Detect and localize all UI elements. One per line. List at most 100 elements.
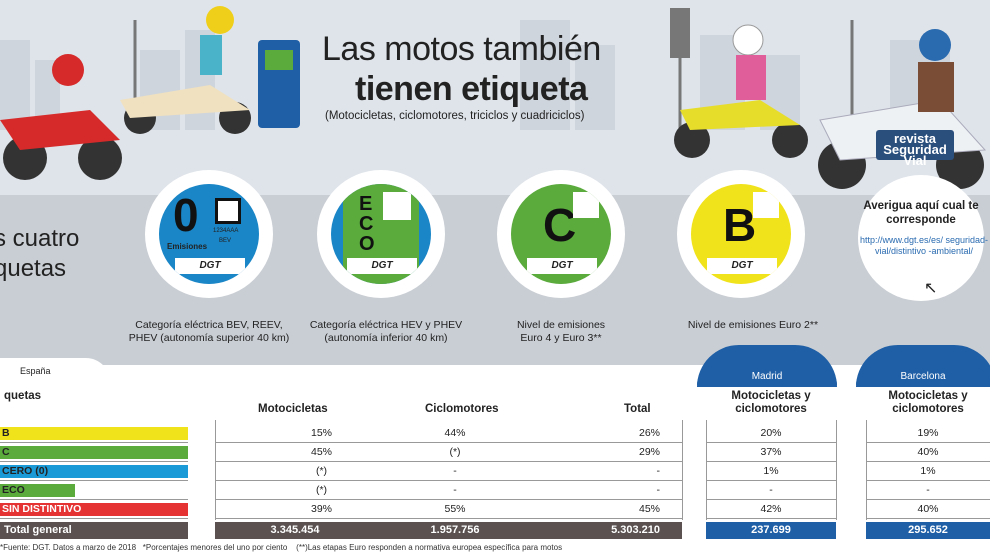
cell-ciclo: 44% (444, 427, 466, 439)
badge-zero-fuel: BEV (219, 238, 232, 244)
row-divider (215, 442, 682, 443)
barcelona-col-header: Motocicletas y ciclomotores (888, 390, 968, 415)
badge-b-letter: B (723, 199, 757, 251)
cell-total: - (656, 484, 661, 496)
section-heading-line2: quetas (0, 255, 67, 282)
row-divider (706, 518, 836, 519)
row-divider (215, 461, 682, 462)
info-title: Averigua aquí cual te corresponde (863, 200, 979, 226)
cell-moto: (*) (315, 484, 328, 496)
total-ciclo: 1.957.756 (375, 522, 535, 539)
column-border (706, 420, 707, 520)
page-title-line1: Las motos también (322, 30, 601, 68)
badge-eco-letter: ECO (359, 193, 375, 255)
city-skyline-illustration (0, 6, 987, 189)
row-divider (866, 461, 990, 462)
row-divider (0, 461, 188, 462)
qr-code-icon (215, 198, 241, 224)
row-divider (706, 499, 836, 500)
magazine-logo: revista Seguridad Vial (876, 130, 954, 167)
row-divider (706, 461, 836, 462)
cell-barcelona: 1% (920, 465, 936, 477)
row-label-bar: SIN DISTINTIVO (0, 503, 188, 516)
cell-madrid: - (769, 484, 773, 496)
cell-total: 26% (638, 427, 660, 439)
cell-ciclo: 55% (444, 503, 466, 515)
cell-madrid: 42% (760, 503, 782, 515)
badge-zero-letter: 0 (173, 189, 199, 241)
badge-zero-sub: Emisiones (167, 242, 208, 251)
total-label: Total general (0, 522, 188, 539)
col-total: Total (624, 403, 651, 415)
cell-total: - (656, 465, 661, 477)
badge-eco: ECO DGT (317, 170, 445, 298)
dgt-logo: DGT (707, 258, 777, 274)
scooter-cream-illustration (120, 6, 251, 134)
dgt-logo: DGT (175, 258, 245, 274)
page-subtitle: (Motocicletas, ciclomotores, triciclos y… (325, 110, 585, 122)
row-divider (866, 480, 990, 481)
cell-ciclo: - (453, 484, 457, 496)
total-moto: 3.345.454 (215, 522, 375, 539)
row-divider (0, 442, 188, 443)
column-border (682, 420, 683, 520)
badge-zero: 0 Emisiones 1234AAA BEV DGT (145, 170, 273, 298)
badge-zero-caption: Categoría eléctrica BEV, REEV, PHEV (aut… (128, 319, 290, 344)
footnote-source: *Fuente: DGT. Datos a marzo de 2018 (0, 543, 137, 552)
footnote-percent: *Porcentajes menores del uno por ciento (142, 543, 288, 552)
col-ciclomotores: Ciclomotores (425, 403, 499, 415)
barcelona-banner: Barcelona (856, 367, 990, 385)
badge-zero-sticker: 0 Emisiones 1234AAA BEV DGT (159, 184, 259, 284)
cell-total: 45% (638, 503, 660, 515)
row-label-bar: CERO (0) (0, 465, 188, 478)
badge-b-sticker: B DGT (691, 184, 791, 284)
dgt-logo: DGT (527, 258, 597, 274)
motorbike-red-illustration (0, 54, 122, 180)
badge-eco-caption: Categoría eléctrica HEV y PHEV (autonomí… (309, 319, 463, 344)
row-label-bar: ECO (0, 484, 76, 497)
cell-madrid: 37% (760, 446, 782, 458)
table-heading: quetas (4, 390, 42, 402)
badge-b-caption: Nivel de emisiones Euro 2** (687, 319, 819, 331)
row-divider (866, 442, 990, 443)
row-divider (0, 499, 188, 500)
footnote-euro: (**)Las etapas Euro responden a normativ… (296, 543, 563, 552)
charging-station-illustration (258, 40, 300, 128)
cell-madrid: 1% (763, 465, 779, 477)
column-border (836, 420, 837, 520)
cell-madrid: 20% (760, 427, 782, 439)
badge-zero-code: 1234AAA (213, 228, 239, 234)
row-divider (0, 480, 188, 481)
section-heading-line1: s cuatro (0, 225, 80, 252)
total-total: 5.303.210 (535, 522, 682, 539)
cell-barcelona: 40% (917, 446, 939, 458)
scooter-yellow-illustration (674, 24, 808, 158)
row-divider (215, 499, 682, 500)
badge-b: B DGT (677, 170, 805, 298)
section-heading: s cuatro quetas (0, 224, 79, 284)
cell-moto: (*) (315, 465, 328, 477)
row-divider (706, 442, 836, 443)
row-divider (706, 480, 836, 481)
row-divider (0, 518, 188, 519)
cursor-click-icon: ↖ (924, 280, 938, 297)
logo-line1: revista (894, 131, 936, 146)
page-title-line2: tienen etiqueta (355, 70, 588, 108)
madrid-col-header: Motocicletas y ciclomotores (731, 390, 811, 415)
badge-c-sticker: C DGT (511, 184, 611, 284)
info-circle: Averigua aquí cual te corresponde http:/… (858, 175, 988, 301)
cell-barcelona: - (926, 484, 930, 496)
region-tab-espana: España (0, 358, 110, 382)
row-divider (215, 518, 682, 519)
cell-moto: 45% (310, 446, 332, 458)
dgt-link[interactable]: http://www.dgt.es/es/ seguridad-vial/dis… (859, 235, 989, 256)
badge-c-caption: Nivel de emisiones Euro 4 y Euro 3** (516, 319, 606, 344)
madrid-banner: Madrid (697, 367, 837, 385)
cell-total: 29% (638, 446, 660, 458)
badge-eco-sticker: ECO DGT (331, 184, 431, 284)
footnotes: *Fuente: DGT. Datos a marzo de 2018 *Por… (0, 543, 562, 552)
column-border (215, 420, 216, 520)
madrid-total: 237.699 (706, 522, 836, 539)
barcelona-total: 295.652 (866, 522, 990, 539)
cell-barcelona: 40% (917, 503, 939, 515)
